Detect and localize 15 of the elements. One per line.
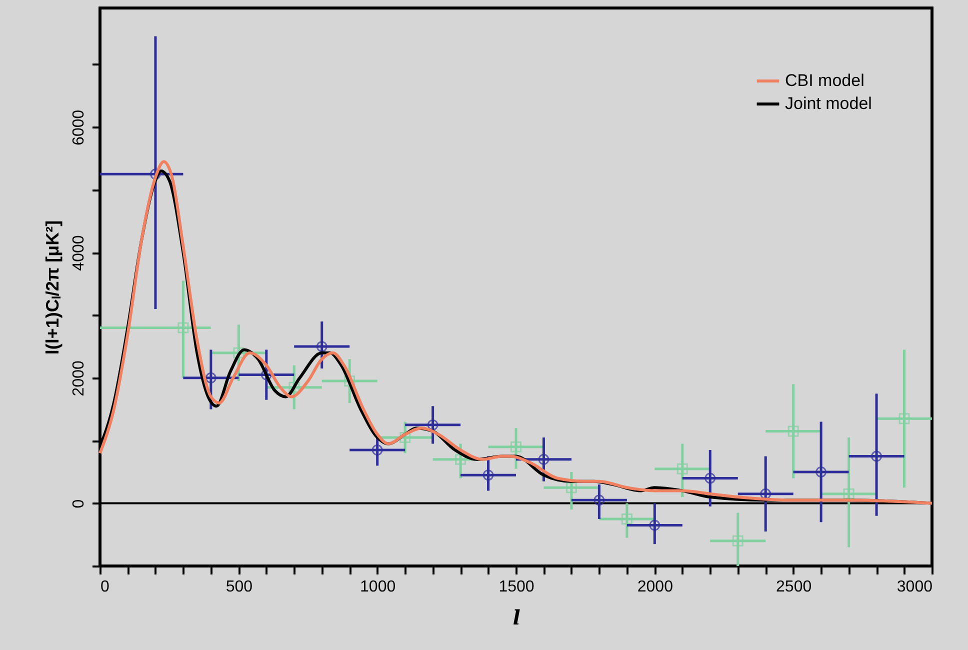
y-tick-label: 2000 bbox=[70, 360, 88, 396]
y-tick-label: 4000 bbox=[70, 235, 88, 271]
x-tick-label: 3000 bbox=[896, 578, 933, 596]
legend-label: CBI model bbox=[785, 71, 864, 90]
x-axis-title: l bbox=[512, 606, 521, 630]
x-tick-label: 1500 bbox=[498, 578, 534, 596]
y-tick-label: 6000 bbox=[70, 110, 88, 146]
legend-label: Joint model bbox=[785, 94, 872, 113]
y-axis-title: l(l+1)Cₗ/2π [μK²] bbox=[42, 220, 62, 355]
x-tick-label: 2000 bbox=[637, 578, 674, 596]
x-tick-label: 2500 bbox=[776, 578, 812, 596]
y-tick-label: 0 bbox=[70, 499, 88, 508]
x-tick-label: 1000 bbox=[360, 578, 396, 596]
x-tick-label: 500 bbox=[226, 578, 253, 596]
x-tick-label: 0 bbox=[100, 578, 110, 596]
